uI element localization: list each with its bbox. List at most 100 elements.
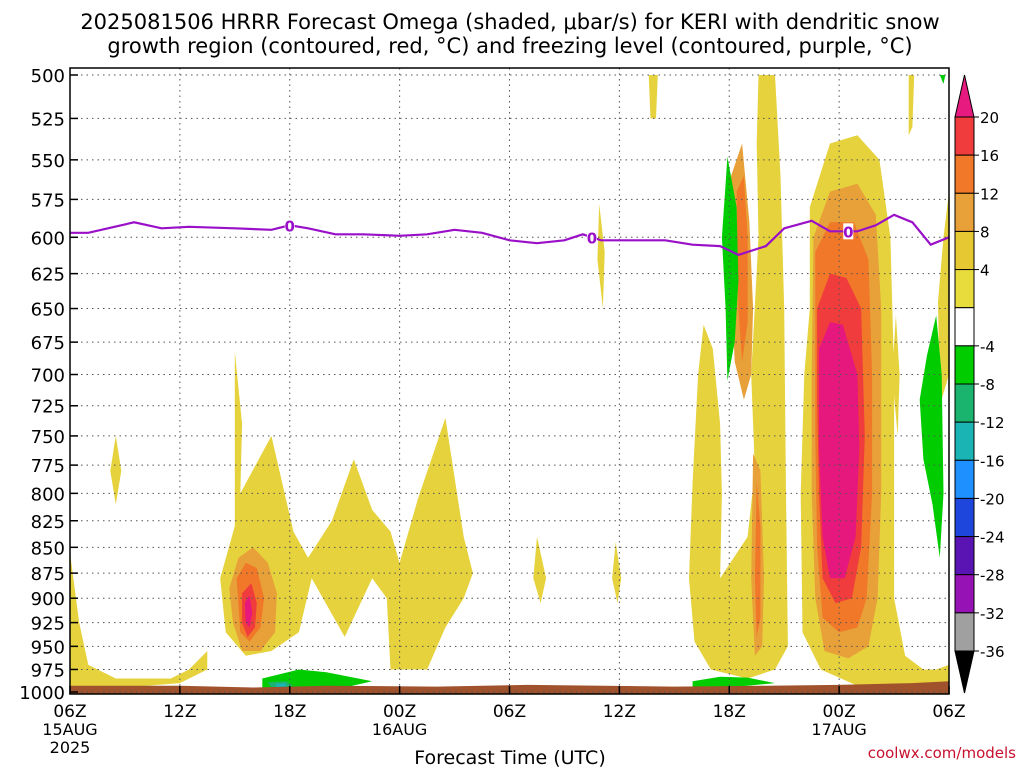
grid-layer (70, 68, 949, 694)
x-tick-label-4: 06Z (493, 702, 526, 722)
y-tick-label-550: 550 (31, 151, 65, 172)
y-tick-label-675: 675 (31, 333, 65, 354)
y-tick-label-625: 625 (31, 265, 65, 286)
x-axis-title: Forecast Time (UTC) (414, 747, 605, 768)
freezing-level-layer: 0 0 0 (70, 213, 949, 257)
colorbar-box-12 (954, 574, 975, 614)
freezing-level-line (70, 213, 949, 257)
y-axis: 500 525 550 575 600 625 650 675 700 725 750 775 800 8… (19, 66, 78, 704)
colorbar-label-12: -32 (980, 605, 1005, 623)
y-tick-label-875: 875 (31, 564, 65, 585)
freezing-level-label-2: 0 (843, 223, 853, 241)
y-tick-label-700: 700 (31, 366, 65, 387)
chart-title-line1: 2025081506 HRRR Forecast Omega (shaded, … (80, 10, 939, 34)
colorbar-box-9 (954, 459, 975, 499)
omega-region-26 (939, 75, 946, 84)
colorbar-label-0: 20 (980, 109, 999, 127)
omega-region-7 (689, 75, 788, 679)
colorbar-label-11: -28 (980, 567, 1005, 585)
omega-region-2 (220, 351, 473, 670)
colorbar-box-8 (954, 421, 975, 461)
colorbar-box-10 (954, 497, 975, 538)
y-tick-label-725: 725 (31, 397, 65, 418)
y-tick-label-925: 925 (31, 614, 65, 635)
x-date-label-0: 15AUG (42, 720, 97, 739)
colorbar-label-8: -16 (980, 452, 1005, 470)
y-tick-label-950: 950 (31, 637, 65, 658)
x-date-label-7: 17AUG (811, 720, 866, 739)
x-tick-label-5: 12Z (603, 702, 636, 722)
x-tick-label-3: 00Z (383, 702, 416, 722)
chart-title-line2: growth region (contoured, red, °C) and f… (107, 34, 912, 58)
colorbar-box-11 (954, 536, 975, 576)
colorbar-box-3 (954, 230, 975, 271)
omega-region-10 (938, 191, 949, 406)
x-tick-label-0: 06Z (53, 702, 86, 722)
freezing-label-bg-0 (284, 217, 295, 234)
x-tick-label-7: 00Z (822, 702, 855, 722)
y-tick-label-1000: 1000 (19, 683, 65, 704)
freezing-level-label-0: 0 (285, 217, 295, 235)
colorbar-box-0 (954, 116, 975, 156)
colorbar-box-13 (954, 612, 975, 652)
freezing-label-bg-2 (843, 223, 854, 240)
y-tick-label-775: 775 (31, 456, 65, 477)
y-tick-label-525: 525 (31, 109, 65, 130)
colorbar-label-6: -8 (980, 376, 995, 394)
y-tick-label-900: 900 (31, 589, 65, 610)
x-tick-label-2: 18Z (273, 702, 306, 722)
colorbar-box-4 (954, 269, 975, 309)
colorbar-label-9: -20 (980, 490, 1005, 508)
colorbar-label-3: 8 (980, 223, 990, 241)
y-tick-label-650: 650 (31, 300, 65, 321)
colorbar-label-1: 16 (980, 147, 999, 165)
omega-region-25 (919, 315, 944, 558)
colorbar-box-2 (954, 192, 975, 232)
x-date-label-3: 16AUG (372, 720, 427, 739)
y-tick-label-500: 500 (31, 66, 65, 87)
colorbar-label-10: -24 (980, 529, 1005, 547)
y-tick-label-600: 600 (31, 228, 65, 249)
omega-region-24 (721, 156, 739, 381)
y-tick-label-825: 825 (31, 512, 65, 533)
omega-region-6 (648, 75, 658, 119)
colorbar-box-7 (954, 383, 975, 423)
colorbar-box-5 (954, 307, 975, 347)
omega-region-1 (110, 435, 122, 505)
omega-region-22 (244, 595, 253, 628)
x-tick-label-1: 12Z (163, 702, 196, 722)
freezing-label-bg-1 (586, 229, 597, 246)
omega-region-0 (70, 552, 208, 688)
colorbar-label-13: -36 (980, 643, 1005, 661)
omega-region-4 (597, 204, 605, 309)
omega-region-11 (908, 75, 915, 136)
omega-region-23 (819, 322, 860, 579)
omega-region-30 (275, 683, 288, 688)
y-tick-label-750: 750 (31, 427, 65, 448)
credit-text: coolwx.com/models (868, 744, 1016, 762)
omega-shading-layer (70, 75, 949, 688)
y-tick-label-850: 850 (31, 538, 65, 559)
omega-region-17 (736, 175, 748, 362)
x-tick-label-6: 18Z (713, 702, 746, 722)
x-year-label-0: 2025 (50, 738, 91, 757)
y-tick-label-975: 975 (31, 660, 65, 681)
colorbar-box-6 (954, 345, 975, 385)
omega-region-3 (533, 536, 547, 604)
colorbar-label-7: -12 (980, 414, 1005, 432)
y-tick-label-800: 800 (31, 484, 65, 505)
omega-region-5 (612, 542, 622, 604)
colorbar-bottom-triangle (954, 650, 975, 694)
colorbar-label-2: 12 (980, 185, 999, 203)
colorbar-box-1 (954, 154, 975, 194)
colorbar-label-5: -4 (980, 338, 995, 356)
omega-region-28 (692, 676, 775, 688)
y-tick-label-575: 575 (31, 190, 65, 211)
colorbar-label-4: 4 (980, 262, 990, 280)
freezing-level-label-1: 0 (587, 229, 597, 247)
omega-region-9 (892, 315, 900, 436)
omega-region-18 (754, 482, 761, 637)
